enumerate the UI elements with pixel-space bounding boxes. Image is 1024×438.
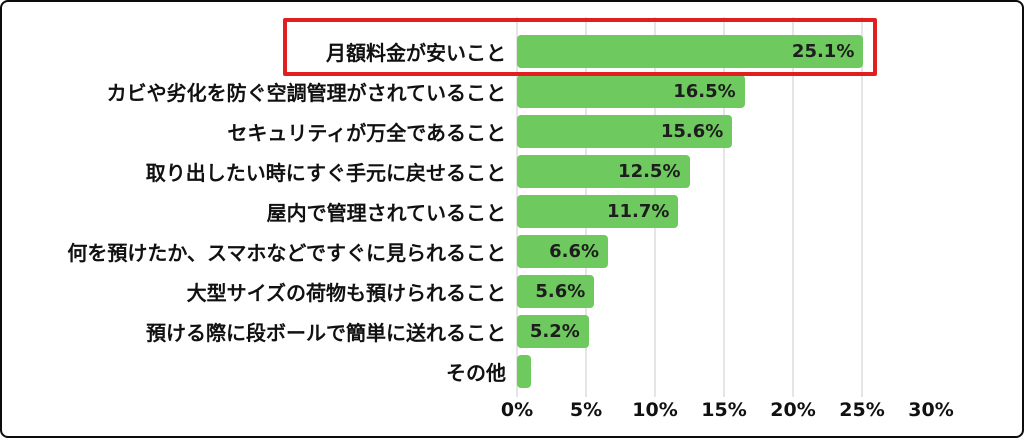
axis-tick-label: 0%	[500, 399, 534, 421]
bar-value-label: 25.1%	[791, 40, 855, 62]
x-axis: 0% 5% 10% 15% 20% 25% 30%	[2, 399, 1022, 427]
axis-tick-label: 25%	[839, 399, 885, 421]
bar-row: 預ける際に段ボールで簡単に送れること 5.2%	[2, 311, 1022, 351]
bar-row: その他	[2, 351, 1022, 391]
category-label: 屋内で管理されていること	[266, 200, 506, 225]
gridline	[723, 17, 725, 397]
gridline	[792, 17, 794, 397]
axis-tick-label: 30%	[908, 399, 954, 421]
bar	[517, 354, 531, 388]
bar-value-label: 5.6%	[535, 280, 586, 302]
category-label: 預ける際に段ボールで簡単に送れること	[146, 320, 506, 345]
bar: 11.7%	[517, 194, 679, 228]
bar-value-label: 16.5%	[673, 80, 736, 102]
category-label: カビや劣化を防ぐ空調管理がされていること	[106, 80, 506, 105]
category-label: 取り出したい時にすぐ手元に戻せること	[145, 160, 506, 185]
bar-value-label: 5.2%	[529, 320, 580, 342]
axis-tick-label: 20%	[770, 399, 816, 421]
bar-row: 何を預けたか、スマホなどですぐに見られること 6.6%	[2, 231, 1022, 271]
category-label: セキュリティが万全であること	[227, 120, 506, 145]
bar-row: 取り出したい時にすぐ手元に戻せること 12.5%	[2, 151, 1022, 191]
category-label: 何を預けたか、スマホなどですぐに見られること	[67, 240, 506, 265]
bar: 16.5%	[517, 74, 745, 108]
bar-value-label: 12.5%	[618, 160, 681, 182]
bar: 12.5%	[517, 154, 690, 188]
bar-value-label: 11.7%	[607, 200, 670, 222]
bar: 25.1%	[517, 34, 864, 68]
bar: 15.6%	[517, 114, 733, 148]
category-label: 大型サイズの荷物も預けられること	[186, 280, 506, 305]
bar-row: カビや劣化を防ぐ空調管理がされていること 16.5%	[2, 71, 1022, 111]
category-label: その他	[446, 360, 506, 385]
bar-row: 屋内で管理されていること 11.7%	[2, 191, 1022, 231]
bar-row: セキュリティが万全であること 15.6%	[2, 111, 1022, 151]
bar: 5.6%	[517, 274, 595, 308]
gridline	[861, 17, 863, 397]
axis-tick-label: 15%	[701, 399, 747, 421]
chart-rows: 月額料金が安いこと 25.1% カビや劣化を防ぐ空調管理がされていること 16.5% セ…	[2, 31, 1022, 391]
axis-tick-label: 5%	[569, 399, 603, 421]
axis-tick-label: 10%	[632, 399, 678, 421]
bar-value-label: 15.6%	[660, 120, 724, 142]
category-label: 月額料金が安いこと	[326, 40, 506, 65]
bar-value-label: 6.6%	[549, 240, 600, 262]
bar-row: 月額料金が安いこと 25.1%	[2, 31, 1022, 71]
bar: 5.2%	[517, 314, 589, 348]
bar: 6.6%	[517, 234, 609, 268]
bar-row: 大型サイズの荷物も預けられること 5.6%	[2, 271, 1022, 311]
